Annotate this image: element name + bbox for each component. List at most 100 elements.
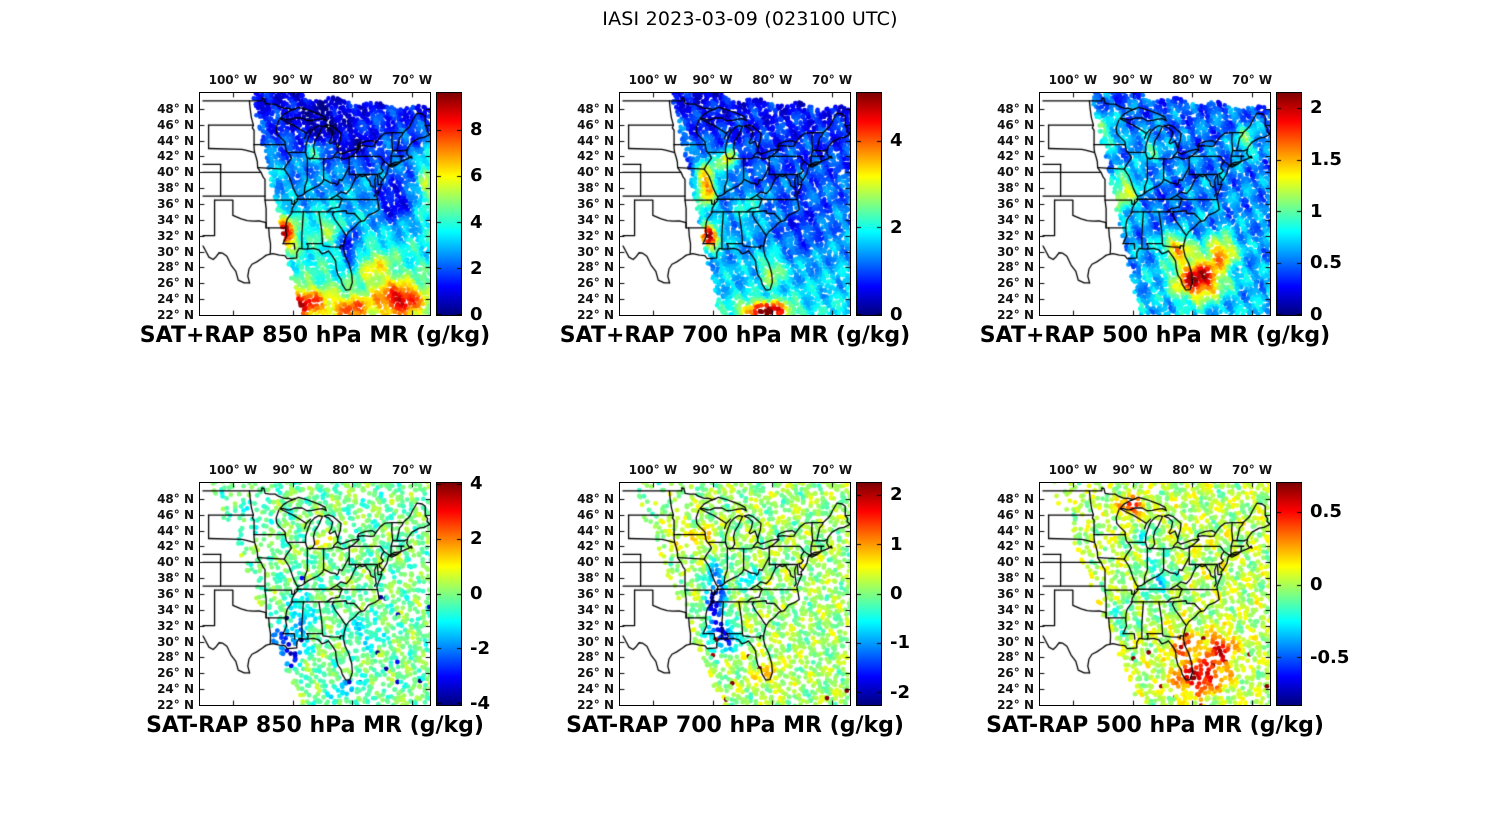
lat-tick-label: 26° N [577,276,614,291]
lon-tick-label: 80° W [1172,463,1213,477]
lat-tick-label: 30° N [577,634,614,649]
lat-tick-label: 46° N [157,117,194,132]
panel-title-6: SAT-RAP 500 hPa MR (g/kg) [986,713,1324,738]
lat-tick-label: 44° N [577,523,614,538]
lat-tick-label: 34° N [577,212,614,227]
lat-tick-label: 32° N [577,618,614,633]
lat-tick-label: 42° N [997,149,1034,164]
lon-tick-label: 100° W [628,73,678,87]
panel-title-4: SAT-RAP 850 hPa MR (g/kg) [146,713,484,738]
lon-tick-label: 80° W [332,463,373,477]
colorbar-tick-label: 1.5 [1310,149,1342,171]
colorbar-tick-label: 2 [890,216,903,238]
lat-tick-label: 36° N [577,587,614,601]
lat-tick-label: 32° N [157,618,194,633]
lat-tick-label: 26° N [997,666,1034,681]
colorbar-tick-label: -1 [890,632,910,654]
map-canvas-panel-2 [620,93,850,315]
lat-tick-label: 34° N [157,602,194,617]
colorbar-panel-2 [856,92,882,316]
map-canvas-panel-3 [1040,93,1270,315]
lon-tick-label: 100° W [1048,73,1098,87]
lon-tick-label: 70° W [812,73,853,87]
lat-tick-label: 22° N [997,698,1034,712]
colorbar-tick-label: 0 [1310,304,1323,325]
colorbar-tick-label: 0.5 [1310,252,1342,274]
colorbar-tick-label: 0 [470,304,483,325]
lat-tick-label: 34° N [157,212,194,227]
colorbar-tick-label: 8 [470,119,483,140]
lon-tick-label: 90° W [692,73,733,87]
lat-tick-label: 26° N [997,276,1034,291]
lat-tick-label: 22° N [157,308,194,322]
lon-tick-label: 80° W [332,73,373,87]
colorbar-panel-4 [436,482,462,706]
lon-tick-label: 90° W [272,73,313,87]
colorbar-gradient [857,483,881,705]
map-panel-5 [619,482,851,706]
lat-tick-label: 32° N [157,228,194,243]
lat-tick-label: 42° N [997,539,1034,554]
map-panel-3 [1039,92,1271,316]
colorbar-panel-1 [436,92,462,316]
colorbar-tick-label: 4 [470,211,483,233]
lat-tick-label: 26° N [577,666,614,681]
lon-tick-label: 100° W [1048,463,1098,477]
map-canvas-panel-5 [620,483,850,705]
colorbar-tick-label: -4 [470,692,490,714]
colorbar-tick-label: 2 [470,257,483,279]
lat-tick-label: 30° N [157,634,194,649]
colorbar-tick-label: 4 [470,473,483,495]
lon-tick-label: 70° W [1232,73,1273,87]
lat-tick-label: 40° N [157,165,194,180]
lat-tick-label: 32° N [577,228,614,243]
lat-tick-label: 40° N [577,555,614,570]
lat-tick-label: 42° N [577,149,614,164]
lat-tick-label: 46° N [997,507,1034,522]
panel-title-3: SAT+RAP 500 hPa MR (g/kg) [979,323,1331,348]
colorbar-tick-label: 2 [1310,97,1323,119]
lat-tick-label: 22° N [157,698,194,712]
lon-tick-label: 70° W [392,463,433,477]
colorbar-tick-label: 1 [1310,200,1323,222]
lat-tick-label: 46° N [997,117,1034,132]
lon-tick-label: 100° W [628,463,678,477]
lat-tick-label: 26° N [157,276,194,291]
lat-tick-label: 34° N [997,212,1034,227]
lat-tick-label: 30° N [997,634,1034,649]
lat-tick-label: 40° N [577,165,614,180]
lat-tick-label: 48° N [577,101,614,116]
lat-tick-label: 40° N [157,555,194,570]
lon-tick-label: 100° W [208,463,258,477]
lat-tick-label: 36° N [157,587,194,601]
lat-tick-label: 34° N [577,602,614,617]
map-canvas-panel-1 [200,93,430,315]
colorbar-tick-label: 0 [890,583,903,604]
lat-tick-label: 32° N [997,618,1034,633]
lat-tick-label: 40° N [997,555,1034,570]
panel-title-2: SAT+RAP 700 hPa MR (g/kg) [559,323,911,348]
lat-tick-label: 28° N [157,650,194,665]
lat-tick-label: 30° N [577,244,614,259]
colorbar-gradient [1277,483,1301,705]
figure-title: IASI 2023-03-09 (023100 UTC) [602,8,898,30]
lat-tick-label: 30° N [157,244,194,259]
lat-tick-label: 48° N [157,101,194,116]
panel-title-1: SAT+RAP 850 hPa MR (g/kg) [139,323,491,348]
map-canvas-panel-4 [200,483,430,705]
lat-tick-label: 38° N [157,571,194,586]
lat-tick-label: 24° N [157,292,194,307]
lat-tick-label: 42° N [157,539,194,554]
lat-tick-label: 28° N [157,260,194,275]
map-panel-2 [619,92,851,316]
colorbar-gradient [857,93,881,315]
lat-tick-label: 30° N [997,244,1034,259]
lat-tick-label: 36° N [157,197,194,211]
lat-tick-label: 42° N [577,539,614,554]
lat-tick-label: 28° N [997,650,1034,665]
lon-tick-label: 90° W [692,463,733,477]
lon-tick-label: 90° W [1112,463,1153,477]
lat-tick-label: 42° N [157,149,194,164]
lat-tick-label: 38° N [577,571,614,586]
lat-tick-label: 24° N [997,292,1034,307]
